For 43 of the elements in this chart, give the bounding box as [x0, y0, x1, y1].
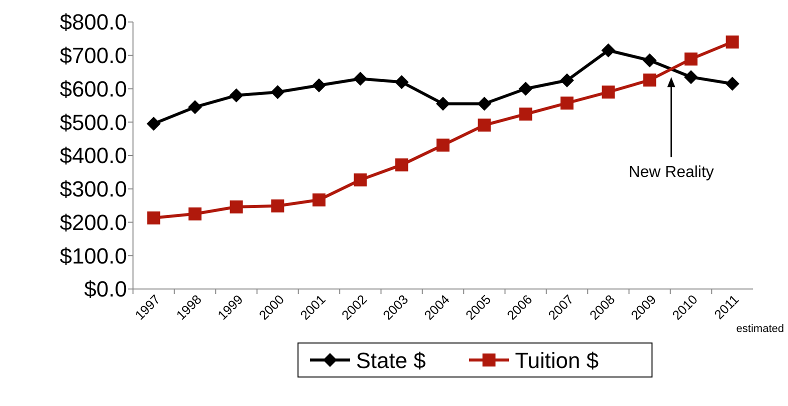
y-tick-label: $200.0 [60, 210, 127, 235]
point [684, 70, 698, 84]
legend-label: Tuition $ [515, 348, 599, 373]
point [519, 108, 532, 121]
point [229, 88, 244, 102]
point [560, 96, 574, 110]
y-tick-label: $300.0 [60, 176, 127, 202]
y-tick-label: $800.0 [60, 10, 127, 35]
point [726, 36, 739, 49]
point [146, 116, 161, 131]
point [354, 173, 367, 186]
y-tick-label: $0.0 [84, 276, 127, 302]
point [601, 43, 616, 58]
point [642, 53, 657, 68]
point [395, 158, 408, 172]
y-tick-label: $700.0 [60, 43, 127, 68]
point [271, 199, 284, 212]
point [477, 96, 492, 111]
point [518, 82, 533, 96]
point [188, 100, 202, 114]
point [312, 193, 326, 206]
point [394, 75, 409, 90]
y-tick-label: $500.0 [60, 110, 127, 135]
point [560, 73, 574, 88]
text: estimated [736, 323, 784, 335]
point [353, 72, 368, 86]
point [230, 200, 243, 214]
point [436, 138, 450, 152]
point [602, 86, 615, 99]
point [312, 78, 326, 92]
y-tick-label: $100.0 [60, 243, 127, 268]
point [725, 76, 740, 91]
point [270, 85, 285, 100]
point [436, 96, 450, 111]
point [478, 118, 491, 132]
annotation: New Reality [628, 164, 714, 182]
point [684, 52, 698, 66]
legend-label: State $ [356, 348, 426, 373]
y-tick-label: $600.0 [60, 76, 127, 102]
y-tick-label: $400.0 [60, 143, 127, 168]
point [188, 207, 202, 220]
point [643, 74, 656, 87]
point [147, 211, 160, 224]
